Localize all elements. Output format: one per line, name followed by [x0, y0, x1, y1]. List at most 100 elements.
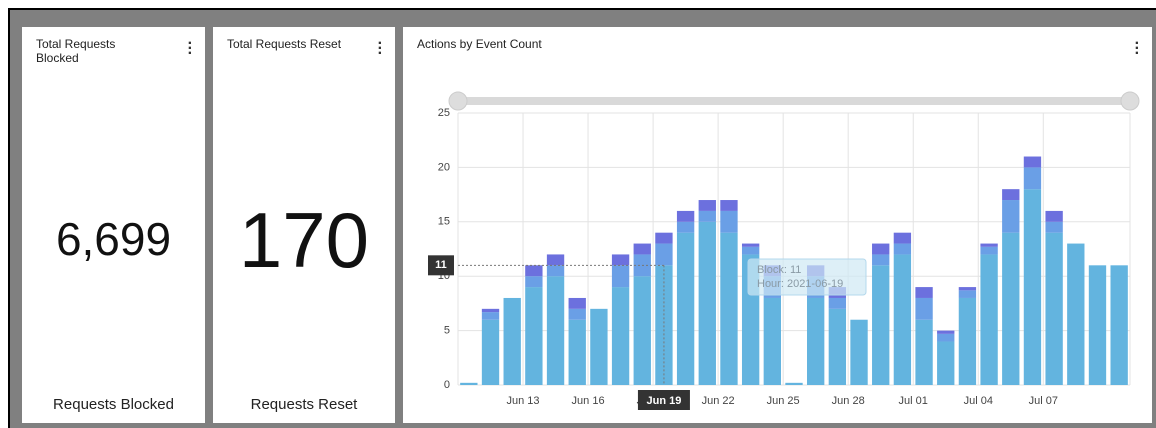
bar-segment: [915, 287, 933, 298]
tooltip-box: [747, 258, 867, 296]
menu[interactable]: · · ·: [377, 35, 383, 62]
bar-segment: [655, 232, 673, 244]
bar-segment: [850, 319, 868, 385]
bar-segment: [937, 333, 955, 342]
crosshair-x-label: Jun 19: [647, 395, 682, 407]
bar-segment: [1002, 232, 1020, 385]
bar-segment: [872, 243, 890, 255]
bar-segment: [460, 382, 478, 385]
bar-segment: [915, 319, 933, 385]
menu[interactable]: · · ·: [1134, 35, 1140, 62]
bar-segment: [1045, 232, 1063, 385]
bar-segment: [568, 319, 586, 385]
bar-segment: [1110, 265, 1128, 385]
bar-segment: [503, 297, 521, 385]
bar-segment: [1002, 189, 1020, 201]
x-tick-label: Jun 28: [832, 395, 865, 407]
slider-handle[interactable]: [1120, 91, 1140, 111]
bar-segment: [481, 308, 500, 313]
bar-segment: [958, 287, 977, 291]
bar-segment: [481, 319, 500, 385]
bar-segment: [481, 312, 500, 320]
bar-segment: [958, 297, 977, 385]
tooltip-line: Block: 11: [757, 264, 801, 276]
bar-segment: [1067, 243, 1085, 385]
x-tick-label: Jun 16: [572, 395, 605, 407]
bar-segment: [611, 265, 630, 288]
bar-segment: [807, 297, 825, 385]
bar-segment: [937, 330, 955, 334]
bar-segment: [546, 276, 565, 385]
card-title: Total Requests Blocked: [36, 37, 116, 65]
bar-segment: [676, 232, 695, 385]
bar-segment: [958, 290, 977, 298]
y-tick-label: 0: [444, 379, 450, 391]
bar-segment: [980, 254, 998, 385]
bar-segment: [785, 382, 803, 385]
bar-segment: [828, 308, 847, 385]
bar-segment: [698, 210, 716, 222]
y-tick-label: 25: [438, 107, 450, 119]
crosshair-y-box: [428, 255, 454, 276]
bar-segment: [893, 232, 912, 244]
bar-segment: [893, 254, 912, 385]
bar-segment: [698, 200, 716, 211]
bar-segment: [611, 254, 630, 266]
bar-segment: [676, 210, 695, 222]
bar-segment: [980, 243, 998, 247]
chart-title: Actions by Event Count: [417, 37, 542, 51]
bar-segment: [872, 265, 890, 385]
bar-segment: [893, 243, 912, 255]
card-value: 6,699: [55, 213, 172, 265]
x-tick-label: Jun 13: [507, 395, 540, 407]
bar-segment: [741, 243, 760, 247]
bar-segment: [525, 287, 543, 385]
range-slider[interactable]: [458, 97, 1130, 105]
card-caption: Requests Blocked: [53, 396, 174, 413]
card-caption: Requests Reset: [250, 396, 358, 413]
bar-segment: [763, 297, 781, 385]
bar-segment: [720, 200, 738, 211]
tooltip-line: Hour: 2021-06-19: [757, 278, 843, 290]
bar-segment: [720, 210, 738, 233]
menu[interactable]: · · ·: [187, 35, 193, 62]
bar-segment: [611, 287, 630, 385]
bar-segment: [980, 246, 998, 255]
bar-segment: [568, 297, 586, 309]
bar-segment: [568, 308, 586, 320]
x-tick-label: Jul 07: [1029, 395, 1058, 407]
bar-segment: [1088, 265, 1107, 385]
bar-segment: [915, 297, 933, 320]
bar-segment: [720, 232, 738, 385]
bar-segment: [1045, 221, 1063, 233]
x-tick-label: Jul 04: [964, 395, 993, 407]
bar-segment: [525, 265, 543, 277]
bar-segment: [546, 265, 565, 277]
card: Total Requests Blocked · · · 6,699 Request…: [22, 27, 205, 423]
y-tick-label: 20: [438, 161, 450, 173]
bar-segment: [1023, 156, 1042, 168]
bar-segment: [1023, 167, 1042, 190]
crosshair-x-box: [637, 390, 690, 410]
bar-segment: [1002, 200, 1020, 233]
card-title: Total Requests Reset: [227, 37, 342, 51]
bar-segment: [655, 243, 673, 266]
bar-segment: [525, 276, 543, 288]
bar-segment: [828, 297, 847, 309]
bar-segment: [633, 243, 651, 255]
bar-segment: [741, 246, 760, 255]
bar-segment: [590, 308, 608, 385]
y-tick-label: 5: [444, 325, 450, 337]
bar-segment: [937, 341, 955, 385]
x-tick-label: Jul 01: [899, 395, 928, 407]
slider-handle[interactable]: [448, 91, 468, 111]
card: Total Requests Reset · · · 170 Requests Re…: [213, 27, 395, 423]
x-tick-label: Jun 25: [767, 395, 800, 407]
bar-segment: [633, 276, 651, 385]
bar-segment: [676, 221, 695, 233]
x-tick-label: Jun 22: [702, 395, 735, 407]
bar-segment: [546, 254, 565, 266]
y-tick-label: 15: [438, 216, 450, 228]
